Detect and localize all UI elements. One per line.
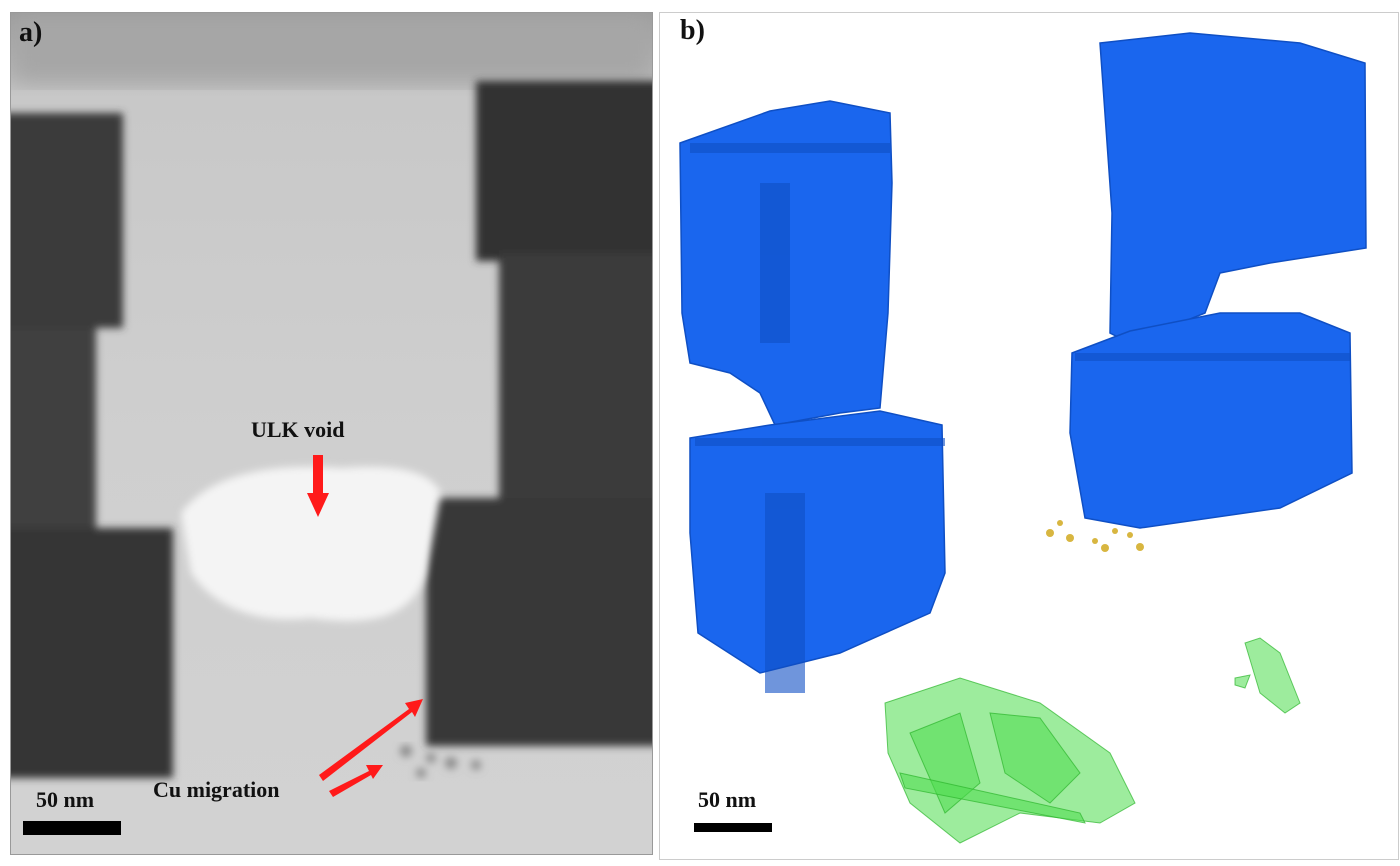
3d-rendering: [679, 32, 1367, 844]
cu-line-lower-left: [689, 410, 946, 674]
cu-particles: [400, 745, 481, 778]
panel-b-3d-reconstruction: b) 50 nm: [659, 12, 1399, 860]
cu-particles-3d: [1046, 520, 1144, 552]
cu-line-upper-right: [1099, 32, 1367, 344]
cu-line-inner-feature: [765, 493, 805, 693]
cu-line-inner-feature: [760, 183, 790, 343]
cu-line-top-left: [11, 113, 123, 328]
scale-bar-b: [694, 823, 772, 832]
cu-line-top-right: [476, 81, 652, 261]
void-3d: [884, 637, 1301, 844]
void-arrow: [307, 455, 329, 517]
panel-b-label: b): [680, 15, 705, 46]
tem-micrograph: [11, 13, 652, 854]
scale-bar-a: [23, 821, 121, 835]
panel-a-label: a): [19, 17, 43, 48]
ulk-void-label: ULK void: [251, 417, 345, 442]
cu-line-bottom-left: [11, 528, 173, 778]
annotation-arrows: [307, 455, 423, 797]
migration-arrow-2: [329, 765, 383, 797]
cu-line-mid-right: [499, 253, 652, 503]
scale-bar-label-a: 50 nm: [36, 787, 95, 812]
migration-arrow-1: [319, 699, 423, 781]
cu-line-mid-left: [11, 328, 96, 533]
cu-line-bottom-right: [426, 498, 652, 746]
cu-line-lower-right: [1069, 312, 1353, 529]
scale-bar-label-b: 50 nm: [698, 787, 757, 812]
cu-migration-label: Cu migration: [153, 777, 280, 802]
panel-a-tem-image: a) ULK void Cu migration 50 nm: [10, 12, 653, 855]
ulk-void: [181, 466, 441, 621]
